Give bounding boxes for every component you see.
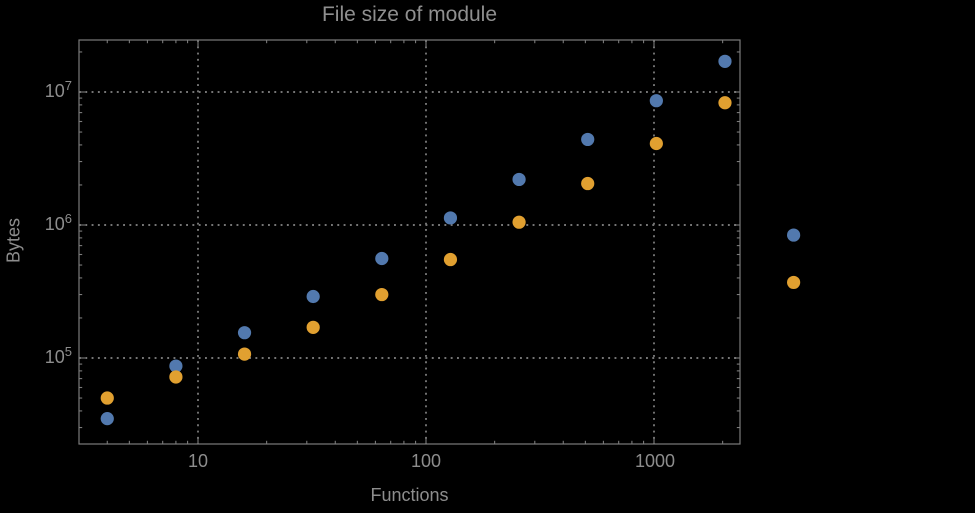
y-tick-exponent: 7 [64,78,72,93]
y-tick-label-1e7: 107 [0,78,72,102]
data-point-blue-series [169,359,183,373]
data-point-orange-series [443,252,458,267]
y-tick-base: 10 [44,81,65,101]
data-point-orange-series [512,215,526,229]
x-tick-label-10: 10 [187,451,209,471]
data-point-blue-series [237,326,252,340]
plot-frame [78,39,741,445]
data-point-blue-series [787,228,801,242]
data-point-blue-series [100,412,114,426]
data-point-blue-series [375,251,389,266]
y-tick-base: 10 [44,214,65,234]
x-tick-label-1000: 1000 [634,451,676,471]
data-point-orange-series [306,320,320,334]
y-tick-label-1e5: 105 [0,344,72,368]
x-axis-label: Functions [370,485,449,505]
chart-title: File size of module [321,3,498,26]
data-point-orange-series [169,370,183,384]
data-point-blue-series [512,172,526,187]
y-tick-exponent: 6 [64,211,72,226]
data-point-blue-series [581,132,595,147]
y-axis-label: Bytes [3,217,24,264]
data-point-orange-series [100,391,114,405]
y-tick-label-1e6: 106 [0,211,72,235]
data-point-blue-series [306,289,320,304]
y-tick-exponent: 5 [64,344,72,359]
data-point-orange-series [237,347,252,361]
data-point-orange-series [649,136,663,151]
data-point-blue-series [443,211,458,225]
data-point-blue-series [718,54,732,68]
x-tick-label-100: 100 [410,451,442,471]
data-point-blue-series [649,94,663,108]
data-point-orange-series [581,176,595,191]
data-point-orange-series [718,96,732,110]
data-point-orange-series [375,287,389,302]
data-point-orange-series [787,275,801,290]
y-tick-base: 10 [44,347,65,367]
